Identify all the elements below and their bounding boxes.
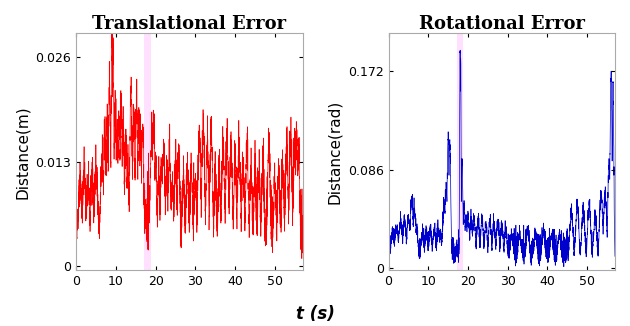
Bar (144, 33, 151, 270)
Title: Translational Error: Translational Error (93, 15, 287, 33)
Text: t (s): t (s) (295, 305, 335, 323)
Bar (457, 33, 463, 270)
Y-axis label: Distance(m): Distance(m) (15, 105, 30, 199)
Title: Rotational Error: Rotational Error (419, 15, 585, 33)
Y-axis label: Distance(rad): Distance(rad) (328, 100, 342, 204)
